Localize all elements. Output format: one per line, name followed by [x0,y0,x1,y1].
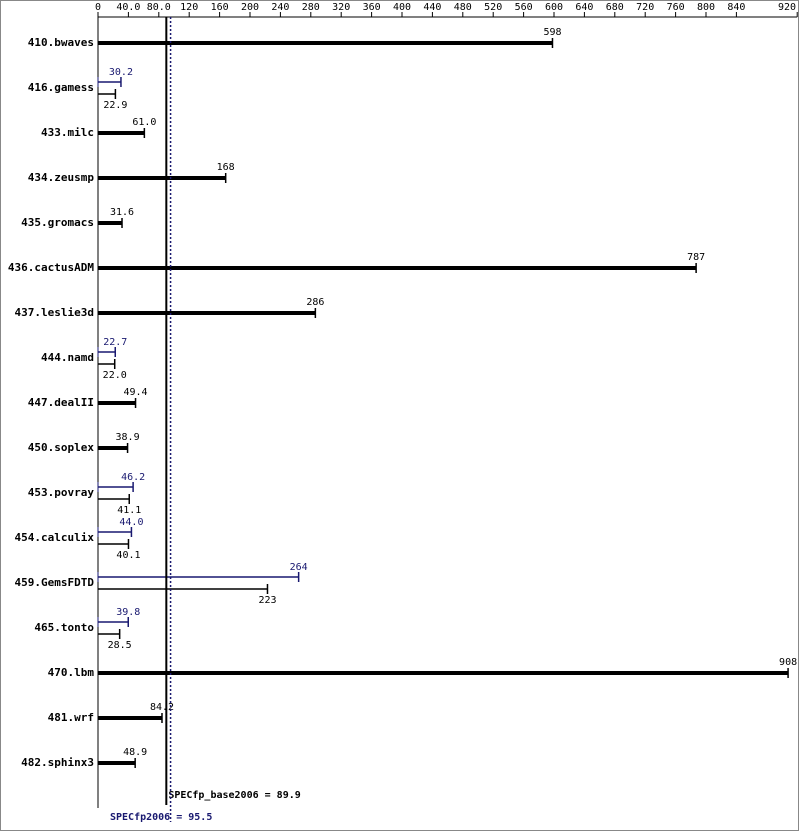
x-tick-label: 80.0 [147,2,171,13]
value-label: 61.0 [132,117,156,128]
value-label: 44.0 [119,517,143,528]
x-tick-label: 280 [302,2,320,13]
value-label: 168 [217,162,235,173]
category-label: 450.soplex [28,441,95,454]
value-label: 286 [306,297,324,308]
x-tick-label: 640 [575,2,593,13]
category-label: 434.zeusmp [28,171,95,184]
x-tick-label: 120 [180,2,198,13]
value-label: 48.9 [123,747,147,758]
category-label: 470.lbm [48,666,95,679]
value-label: 223 [258,595,276,606]
x-tick-label: 320 [332,2,350,13]
category-label: 454.calculix [15,531,95,544]
x-tick-label: 720 [636,2,654,13]
x-tick-label: 600 [545,2,563,13]
x-tick-label: 920 [778,2,796,13]
category-label: 410.bwaves [28,36,94,49]
x-tick-label: 400 [393,2,411,13]
value-label: 598 [543,27,561,38]
value-label: 787 [687,252,705,263]
value-label: 30.2 [109,67,133,78]
value-label: 84.2 [150,702,174,713]
x-tick-label: 0 [95,2,101,13]
value-label: 40.1 [116,550,140,561]
x-tick-label: 840 [727,2,745,13]
x-tick-label: 560 [515,2,533,13]
x-tick-label: 680 [606,2,624,13]
x-tick-label: 160 [211,2,229,13]
x-tick-label: 760 [667,2,685,13]
value-label: 31.6 [110,207,134,218]
value-label: 39.8 [116,607,140,618]
reference-label: SPECfp2006 = 95.5 [110,812,212,823]
category-label: 447.dealII [28,396,94,409]
x-tick-label: 200 [241,2,259,13]
x-tick-label: 360 [363,2,381,13]
x-tick-label: 480 [454,2,472,13]
value-label: 41.1 [117,505,141,516]
category-label: 453.povray [28,486,95,499]
value-label: 264 [290,562,308,573]
category-label: 465.tonto [34,621,94,634]
x-tick-label: 520 [484,2,502,13]
x-tick-label: 440 [423,2,441,13]
category-label: 437.leslie3d [15,306,94,319]
value-label: 22.7 [103,337,127,348]
category-label: 435.gromacs [21,216,94,229]
category-label: 433.milc [41,126,94,139]
reference-label: SPECfp_base2006 = 89.9 [168,790,300,801]
value-label: 22.9 [103,100,127,111]
value-label: 49.4 [123,387,147,398]
category-label: 482.sphinx3 [21,756,94,769]
category-label: 436.cactusADM [8,261,94,274]
value-label: 908 [779,657,797,668]
category-label: 459.GemsFDTD [15,576,95,589]
category-label: 416.gamess [28,81,94,94]
value-label: 28.5 [108,640,132,651]
x-tick-label: 240 [271,2,289,13]
x-tick-label: 40.0 [116,2,140,13]
value-label: 46.2 [121,472,145,483]
x-tick-label: 800 [697,2,715,13]
value-label: 38.9 [116,432,140,443]
category-label: 481.wrf [48,711,94,724]
category-label: 444.namd [41,351,94,364]
value-label: 22.0 [103,370,127,381]
